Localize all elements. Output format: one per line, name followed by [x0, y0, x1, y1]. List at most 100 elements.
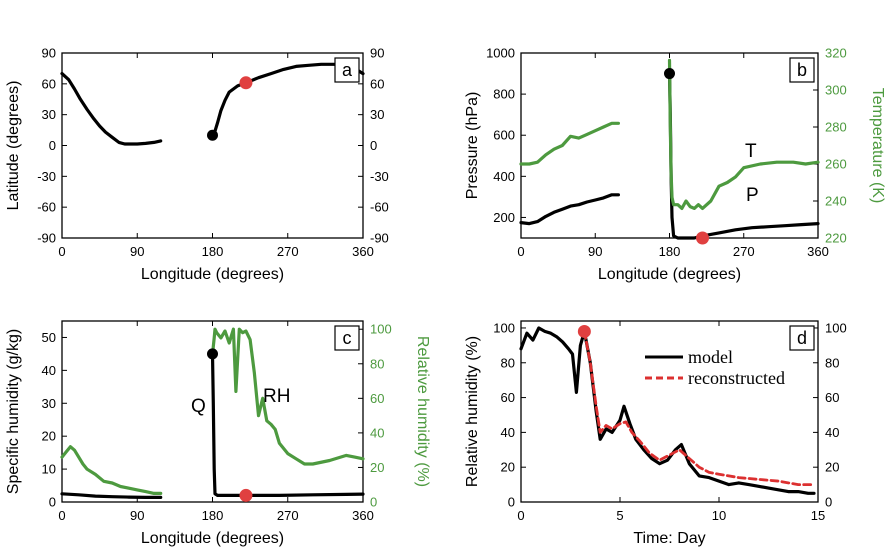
legend-label-reconstructed: reconstructed — [688, 368, 785, 388]
x-tick-label: 360 — [352, 508, 374, 523]
series-temperature-1 — [519, 121, 621, 166]
marker-group — [577, 324, 591, 338]
red-marker — [239, 76, 253, 90]
x-tick-label: 5 — [616, 508, 623, 523]
y-tick-label: 20 — [42, 429, 56, 444]
series-specific-humidity-2 — [210, 352, 365, 497]
x-tick-label: 360 — [352, 244, 374, 259]
x-tick-label: 0 — [517, 244, 524, 259]
right-y-tick-label: 220 — [825, 231, 847, 246]
y-tick-label: 50 — [42, 330, 56, 345]
y-tick-label: 200 — [493, 210, 515, 225]
right-y-tick-label: 30 — [370, 107, 384, 122]
series-group — [519, 326, 816, 495]
panel-label: d — [797, 328, 807, 348]
right-y-tick-label: 300 — [825, 83, 847, 98]
y-tick-label: 10 — [42, 462, 56, 477]
tick-group: 0 90 180 270 360 200 400 600 800 1000 220 240 260 280… — [486, 46, 847, 260]
legend-label-model: model — [688, 347, 733, 367]
right-y-tick-label: 100 — [825, 320, 847, 335]
y-axis-label: Pressure (hPa) — [464, 92, 481, 200]
right-y-tick-label: 90 — [370, 46, 384, 61]
start-marker — [207, 129, 218, 141]
y-tick-label: 100 — [493, 320, 515, 335]
y-tick-label: 20 — [501, 460, 515, 475]
right-y-tick-label: 80 — [370, 356, 384, 371]
right-y-tick-label: 40 — [825, 425, 839, 440]
panel-b: 0 90 180 270 360 200 400 600 800 1000 220 240 260 280… — [464, 46, 886, 284]
y-tick-label: 600 — [493, 128, 515, 143]
right-y-tick-label: 100 — [370, 322, 392, 337]
y-axis-label: Specific humidity (g/kg) — [5, 329, 22, 494]
red-marker — [239, 488, 253, 502]
right-y-tick-label: 240 — [825, 194, 847, 209]
y-tick-label: 400 — [493, 169, 515, 184]
y-tick-label: 30 — [42, 396, 56, 411]
panel-label: c — [343, 328, 352, 348]
marker-group — [664, 68, 709, 245]
y-tick-label: -60 — [37, 200, 56, 215]
red-marker — [577, 324, 591, 338]
y-tick-label: 800 — [493, 87, 515, 102]
x-tick-label: 180 — [659, 244, 681, 259]
panel-label-box: d — [789, 325, 815, 351]
right-y-tick-label: -30 — [370, 169, 389, 184]
right-y-tick-label: 60 — [370, 76, 384, 91]
x-tick-label: 10 — [712, 508, 726, 523]
marker-group — [207, 348, 253, 502]
x-tick-label: 0 — [58, 508, 65, 523]
panel-label-box: c — [334, 325, 360, 351]
right-y-axis-label: Temperature (K) — [869, 88, 886, 204]
x-tick-label: 180 — [202, 244, 224, 259]
right-y-tick-label: 0 — [370, 138, 377, 153]
y-tick-label: 40 — [501, 425, 515, 440]
y-tick-label: 0 — [49, 138, 56, 153]
x-tick-label: 0 — [58, 244, 65, 259]
x-tick-label: 15 — [811, 508, 825, 523]
plot-frame — [520, 320, 819, 503]
panel-label-box: a — [334, 57, 360, 83]
y-axis-label: Relative humidity (%) — [464, 336, 481, 487]
y-tick-label: 90 — [42, 46, 56, 61]
right-y-axis-label: Relative humidity (%) — [414, 336, 431, 487]
y-tick-label: 40 — [42, 363, 56, 378]
x-axis-label: Longitude (degrees) — [141, 266, 284, 283]
series-trajectory-1 — [60, 71, 163, 146]
annotation-temperature: T — [745, 141, 757, 162]
y-tick-label: 80 — [501, 355, 515, 370]
right-y-tick-label: -60 — [370, 200, 389, 215]
right-y-tick-label: 320 — [825, 46, 847, 61]
right-y-tick-label: 280 — [825, 120, 847, 135]
series-temperature-2 — [667, 58, 820, 210]
right-y-tick-label: 60 — [370, 391, 384, 406]
series-specific-humidity-1 — [60, 492, 163, 499]
tick-group: 0 90 180 270 360-90-60-300306090-90-60-30030… — [37, 46, 389, 260]
y-tick-label: 0 — [508, 495, 515, 510]
series-group — [60, 327, 365, 499]
series-relative-humidity-1 — [60, 445, 163, 495]
y-tick-label: 60 — [501, 390, 515, 405]
annotation-relative-humidity: RH — [263, 386, 290, 407]
right-y-tick-label: 80 — [825, 355, 839, 370]
series-reconstructed — [583, 329, 816, 487]
panel-label: b — [797, 60, 807, 80]
right-y-tick-label: 0 — [825, 495, 832, 510]
x-axis-label: Time: Day — [633, 530, 705, 547]
y-tick-label: 60 — [42, 76, 56, 91]
y-tick-label: 1000 — [486, 46, 515, 61]
y-tick-label: -30 — [37, 169, 56, 184]
x-tick-label: 90 — [588, 244, 602, 259]
y-axis-label: Latitude (degrees) — [5, 81, 22, 211]
x-axis-label: Longitude (degrees) — [141, 530, 284, 547]
right-y-tick-label: 0 — [370, 495, 377, 510]
y-tick-label: -90 — [37, 231, 56, 246]
annotation-specific-humidity: Q — [191, 396, 206, 417]
series-pressure-1 — [519, 193, 621, 226]
x-tick-label: 360 — [807, 244, 829, 259]
y-tick-label: 0 — [49, 495, 56, 510]
